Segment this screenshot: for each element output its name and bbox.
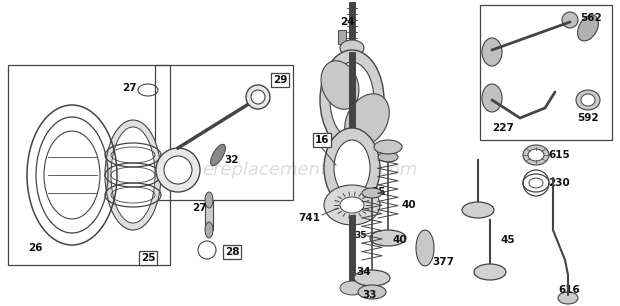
Text: 33: 33 [362,290,376,300]
Text: 25: 25 [141,253,155,263]
Text: 34: 34 [356,267,371,277]
Ellipse shape [340,40,364,56]
Text: 377: 377 [432,257,454,267]
Ellipse shape [482,84,502,112]
Text: 40: 40 [401,200,415,210]
Ellipse shape [358,285,386,299]
Ellipse shape [416,230,434,266]
Bar [338,30,346,44]
Ellipse shape [340,281,364,295]
Text: 227: 227 [492,123,514,133]
Ellipse shape [378,152,398,162]
FancyBboxPatch shape [223,245,241,259]
Ellipse shape [205,222,213,238]
Text: 27: 27 [122,83,136,93]
Bar [155,65,293,200]
Bar [205,200,213,230]
Circle shape [156,148,200,192]
Ellipse shape [462,202,494,218]
Text: 741: 741 [298,213,320,223]
Ellipse shape [334,140,370,196]
FancyBboxPatch shape [139,251,157,265]
Ellipse shape [370,230,406,246]
Text: 24: 24 [340,17,355,27]
Ellipse shape [374,140,402,154]
Text: 615: 615 [548,150,570,160]
Text: 26: 26 [28,243,43,253]
Ellipse shape [324,128,380,208]
Circle shape [251,90,265,104]
Text: 29: 29 [273,75,287,85]
Text: 562: 562 [580,13,602,23]
Ellipse shape [562,12,578,28]
Ellipse shape [324,185,380,225]
Circle shape [164,156,192,184]
Ellipse shape [205,192,213,208]
Ellipse shape [345,94,389,146]
Text: 32: 32 [224,155,239,165]
Text: 45: 45 [500,235,515,245]
Text: 616: 616 [558,285,580,295]
Text: 230: 230 [548,178,570,188]
Text: 35: 35 [371,187,386,197]
Ellipse shape [330,62,374,138]
Ellipse shape [482,38,502,66]
Text: ereplacementparts.com: ereplacementparts.com [202,161,418,179]
Circle shape [246,85,270,109]
Text: 16: 16 [315,135,329,145]
Ellipse shape [211,144,226,166]
Ellipse shape [321,61,359,109]
FancyBboxPatch shape [313,133,331,147]
Text: 35: 35 [354,230,366,240]
FancyBboxPatch shape [271,73,289,87]
Ellipse shape [340,197,364,213]
Ellipse shape [474,264,506,280]
Ellipse shape [581,94,595,106]
Ellipse shape [576,90,600,110]
Ellipse shape [105,120,161,230]
Text: 27: 27 [192,203,206,213]
Ellipse shape [528,149,544,161]
Ellipse shape [558,292,578,304]
Ellipse shape [577,15,598,41]
Text: 592: 592 [577,113,599,123]
Ellipse shape [354,270,390,286]
Ellipse shape [362,188,382,198]
Text: 40: 40 [392,235,407,245]
Bar [480,5,612,140]
Bar [8,65,170,265]
Ellipse shape [320,50,384,150]
Text: 28: 28 [225,247,239,257]
Ellipse shape [111,127,155,223]
Ellipse shape [523,145,549,165]
